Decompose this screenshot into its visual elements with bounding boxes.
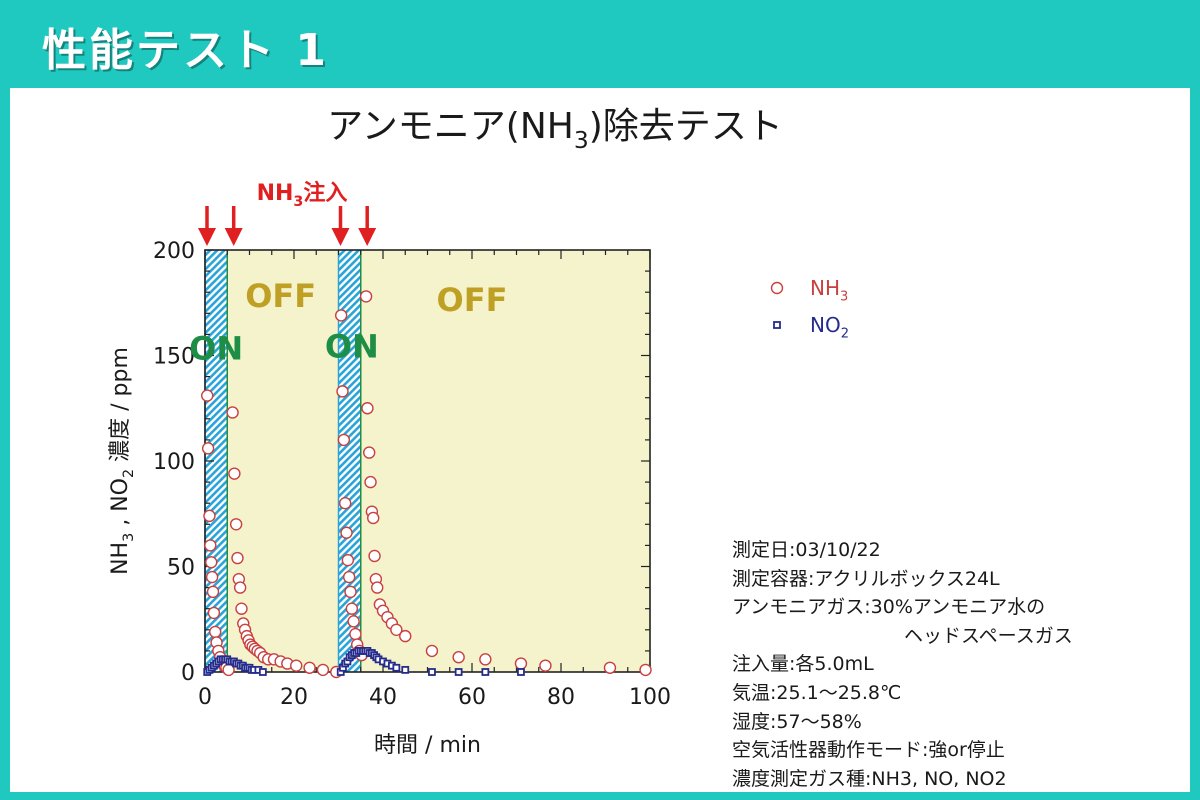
nh3-point [539,659,552,672]
nh3-point [231,551,244,565]
nh3-point [235,602,248,615]
chart-title: アンモニア(NH3)除去テスト [327,106,783,154]
page-title: 性能テスト 1 [42,25,329,76]
condition-container: 測定容器:アクリルボックス24L [732,567,1000,590]
condition-gas-types: 濃度測定ガス種:NH3, NO, NO2 [732,767,1007,790]
nh3-point [205,570,219,584]
x-tick-label: 0 [198,685,212,710]
condition-date: 測定日:03/10/22 [732,539,881,561]
nh3-point [349,627,362,641]
nh3-point [367,511,380,525]
x-tick-label: 80 [547,685,575,710]
nh3-point [201,389,214,402]
condition-gas: アンモニアガス:30%アンモニア水の [732,596,1046,619]
nh3-point [205,556,218,569]
nh3-point [342,570,356,584]
no2-point [517,668,525,676]
off-label: OFF [437,281,508,319]
nh3-point [399,629,412,643]
nh3-point [639,663,652,677]
x-tick-label: 100 [629,685,671,710]
injection-arrow-head [198,228,216,246]
nh3-point [337,433,351,447]
no2-point [401,665,410,674]
nh3-point [479,653,492,666]
injection-arrow-head [358,228,377,246]
on-band-2 [338,250,361,672]
y-tick-label: 0 [181,661,195,686]
header-bar: 性能テスト 1 [0,0,1200,86]
x-tick-label: 20 [280,685,308,710]
nh3-point [336,385,349,398]
nh3-point [207,606,221,620]
nh3-point [603,661,617,674]
nh3-point [341,553,355,567]
nh3-point [334,309,348,322]
no2-point [258,668,267,676]
condition-temperature: 気温:25.1～25.8℃ [732,681,902,704]
condition-mode: 空気活性器動作モード:強or停止 [732,739,1005,762]
no2-point [392,663,401,672]
nh3-point [364,475,377,489]
nh3-point [514,657,528,670]
legend-no2-marker [773,321,781,329]
nh3-point [316,663,330,677]
nh3-point [425,644,439,658]
nh3-point [228,467,241,480]
nh3-point [226,406,239,419]
condition-humidity: 湿度:57～58% [732,710,862,733]
nh3-point [229,518,243,531]
nh3-point [363,446,376,459]
legend-nh3-marker [770,281,784,295]
nh3-point [201,442,215,455]
no2-point [428,668,436,676]
on-label: ON [325,328,379,366]
nh3-point [203,509,216,523]
injection-arrow-head [331,228,350,246]
legend-no2-label: NO2 [810,313,849,342]
y-tick-label: 100 [153,450,195,475]
x-tick-label: 60 [458,685,486,710]
no2-point [454,668,463,676]
plot-area [205,250,650,672]
nh3-point [361,402,374,415]
no2-point [481,668,490,676]
on-label: ON [189,330,243,368]
chart: アンモニア(NH3)除去テスト 0 20 40 60 80 100 0 50 100 150 200… [108,106,849,758]
nh3-point [204,539,217,552]
nh3-point [209,625,222,639]
nh3-point [233,581,247,594]
nh3-point [303,661,316,674]
y-tick-label: 200 [153,239,195,264]
content-panel: アンモニア(NH3)除去テスト 0 20 40 60 80 100 0 50 100 150 200… [10,88,1190,792]
condition-injection: 注入量:各5.0mL [732,653,874,676]
nh3-point [452,651,465,664]
nh3-point [290,659,303,672]
legend-nh3-label: NH3 [810,276,848,305]
nh3-point [338,497,352,510]
nh3-point [206,585,220,599]
nh3-point [359,290,373,303]
test-conditions: 測定日:03/10/22 測定容器:アクリルボックス24L アンモニアガス:30… [732,536,1192,793]
y-axis-label: NH3 , NO2 濃度 / ppm [108,347,137,575]
injection-arrow-head [224,228,243,246]
nh3-point [344,585,357,599]
nh3-point [368,549,381,563]
y-tick-label: 50 [167,556,195,581]
nh3-point [340,526,353,539]
y-tick-label: 150 [153,345,195,370]
x-tick-label: 40 [369,685,397,710]
condition-gas-cont: ヘッドスペースガス [904,624,1073,647]
nh3-point [345,602,359,615]
nh3-point [347,615,360,628]
nh3-point [371,581,384,594]
off-label: OFF [245,277,316,315]
nh3-point [390,623,403,636]
injection-label: NH3注入 [257,180,348,210]
x-axis-label: 時間 / min [374,733,481,758]
